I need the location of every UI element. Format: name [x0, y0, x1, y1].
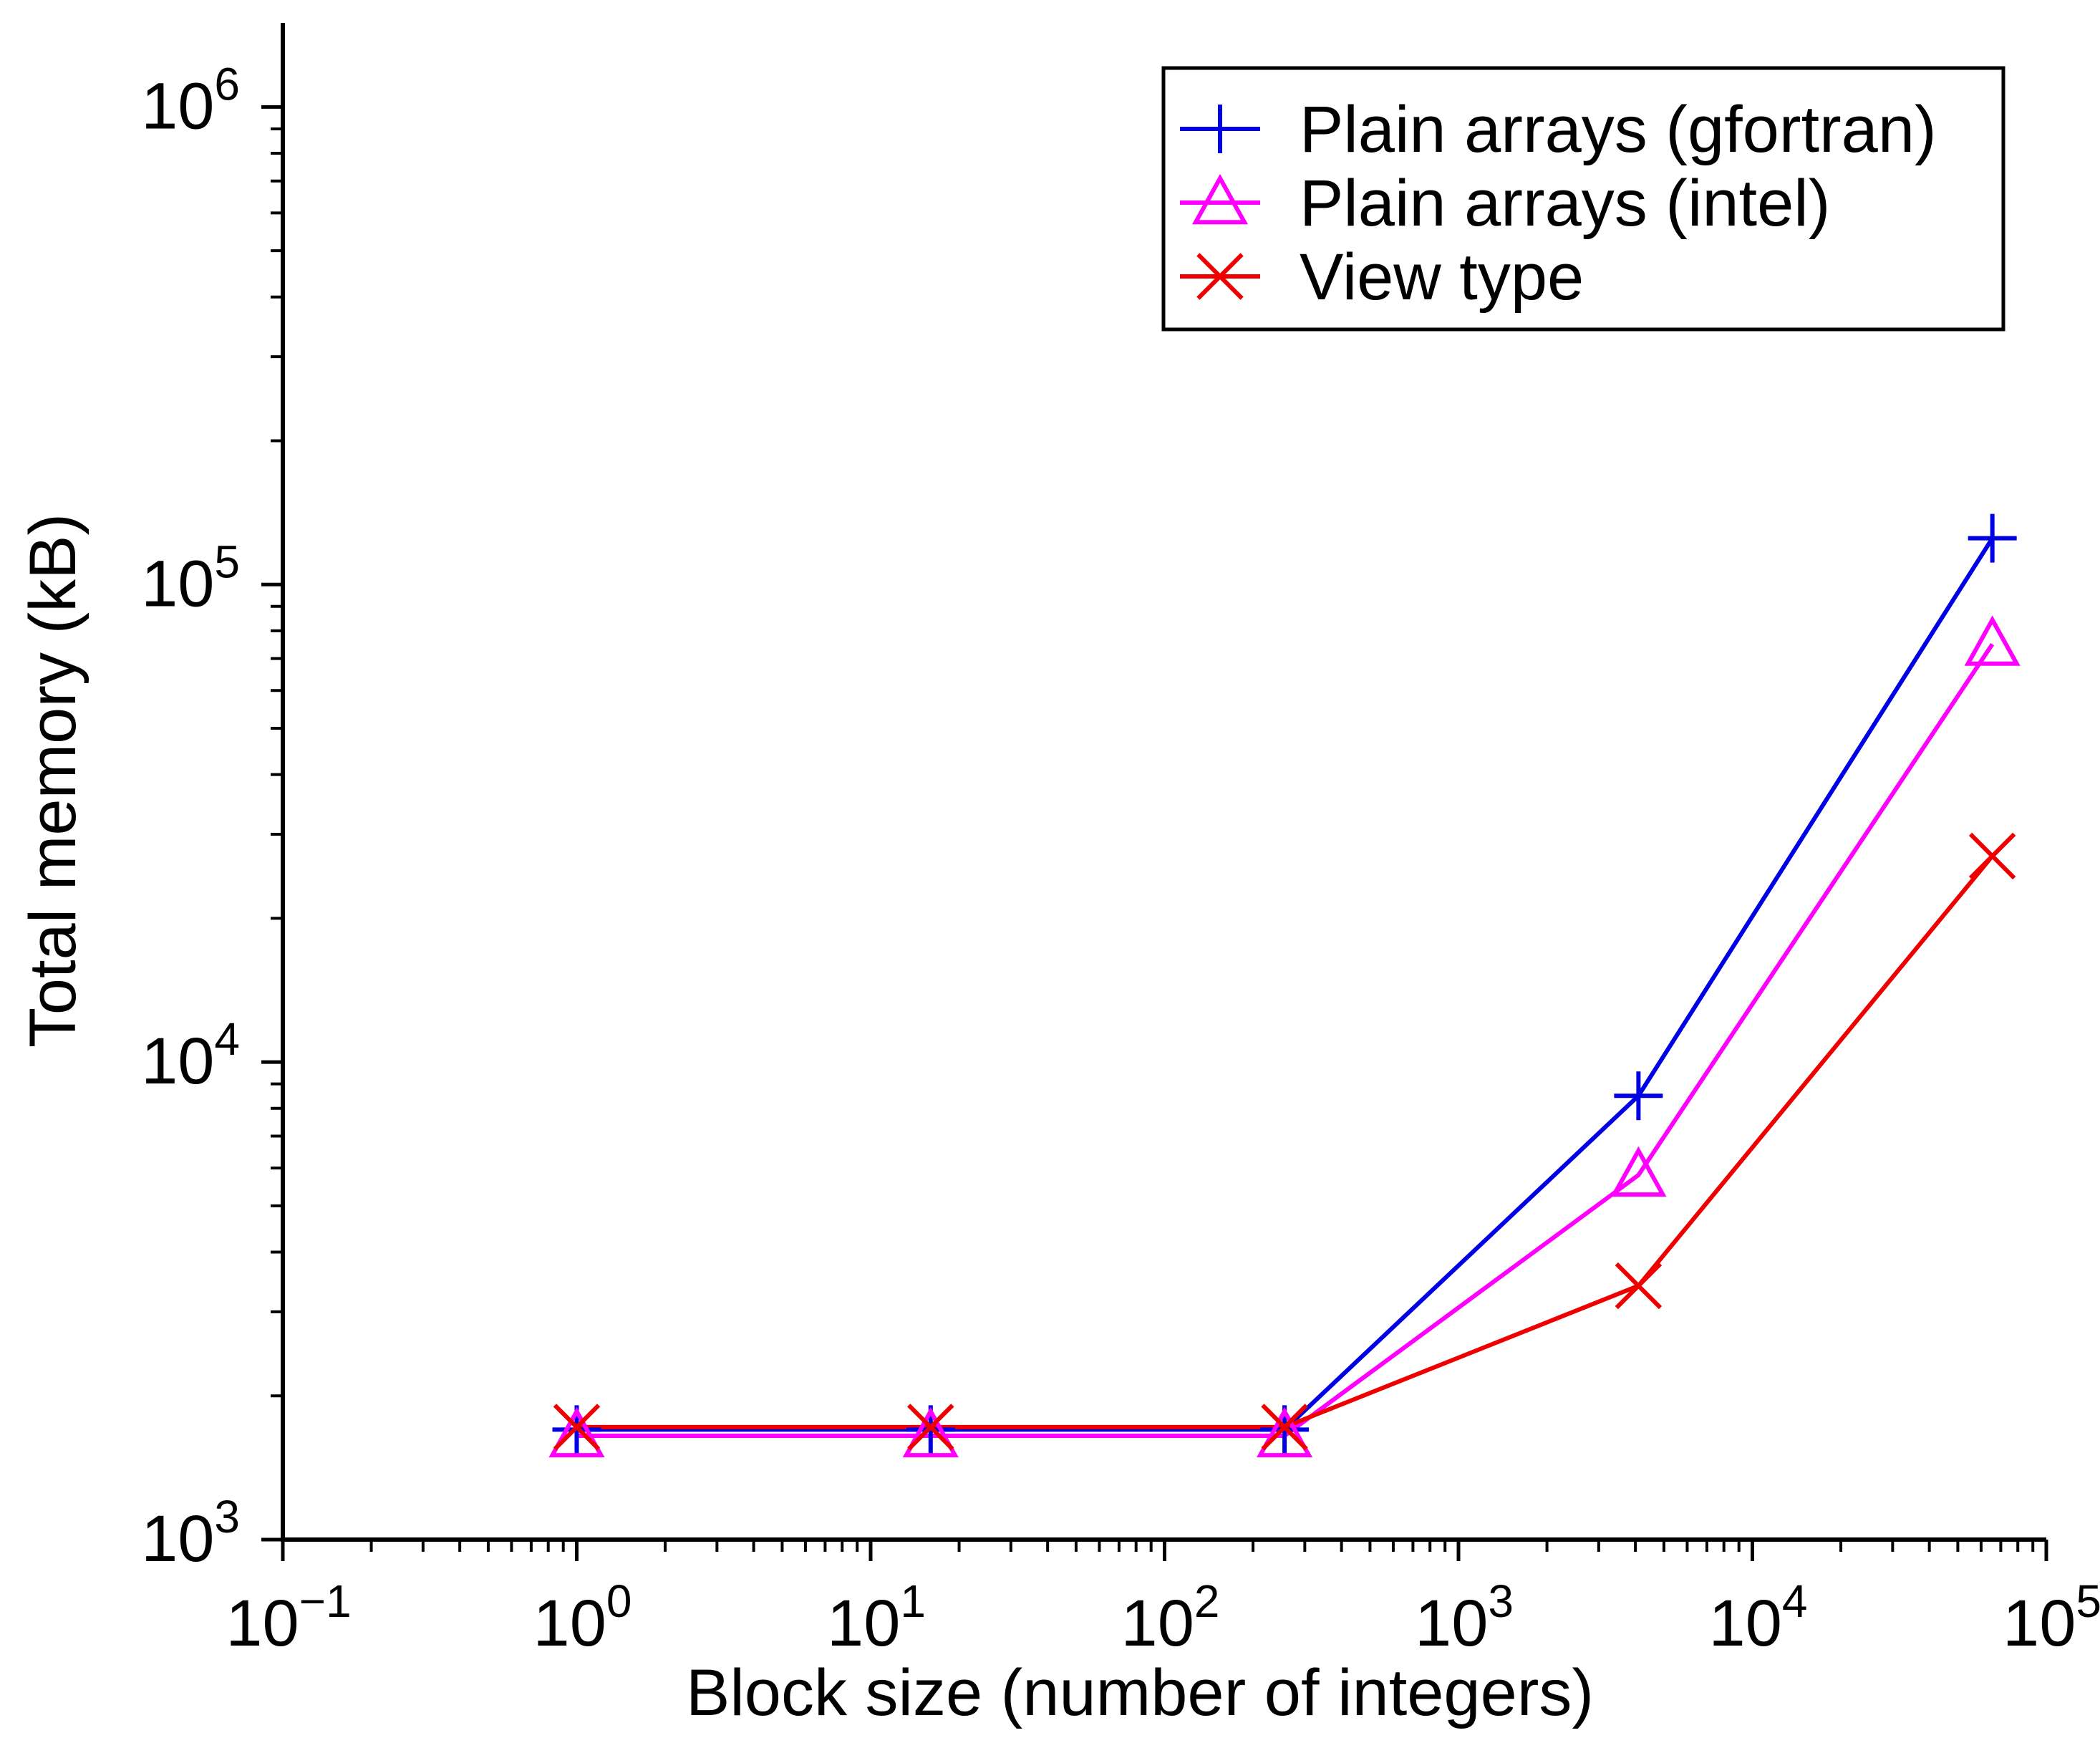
- legend: Plain arrays (gfortran)Plain arrays (int…: [1161, 66, 2005, 332]
- y-tick-label: 105: [141, 536, 240, 620]
- x-tick-label: 101: [827, 1575, 926, 1660]
- x-axis-title: Block size (number of integers): [686, 1656, 1594, 1729]
- major-ticks: [261, 105, 2048, 1561]
- series-line-1: [576, 642, 1995, 1438]
- data-point-1: [902, 1406, 959, 1458]
- data-point-1: [1256, 1406, 1313, 1458]
- series-lines: [576, 537, 1995, 1438]
- x-tick-label: 104: [1709, 1575, 1808, 1660]
- x-tick-label: 105: [2003, 1575, 2100, 1660]
- data-point-2: [553, 1404, 601, 1451]
- data-point-2: [907, 1404, 954, 1451]
- series-markers: [548, 513, 2021, 1458]
- data-point-1: [548, 1406, 605, 1458]
- legend-label: Plain arrays (intel): [1300, 167, 1830, 240]
- x-tick-label: 10−1: [226, 1575, 351, 1660]
- data-point-0: [1968, 513, 2017, 563]
- series-line-0: [576, 537, 1995, 1432]
- x-tick-label: 100: [533, 1575, 632, 1660]
- y-axis-title: Total memory (kB): [16, 513, 89, 1048]
- legend-marker: [1196, 105, 1244, 153]
- data-point-2: [1261, 1404, 1308, 1451]
- legend-label: Plain arrays (gfortran): [1300, 93, 1937, 166]
- y-tick-label: 103: [141, 1491, 240, 1575]
- data-point-2: [1968, 832, 2016, 880]
- tick-labels: 10−1 100 101 102 103 104 105 103 104 105 106: [141, 58, 2100, 1660]
- series-line-2: [576, 854, 1994, 1429]
- x-tick-label: 103: [1415, 1575, 1514, 1660]
- legend-box: [1161, 66, 2005, 332]
- legend-marker: [1191, 173, 1249, 225]
- minor-ticks: [271, 127, 2035, 1552]
- data-point-0: [1614, 1071, 1663, 1121]
- data-point-1: [1964, 615, 2021, 666]
- y-tick-label: 106: [141, 58, 240, 143]
- legend-label: View type: [1300, 241, 1584, 314]
- legend-entries: Plain arrays (gfortran)Plain arrays (int…: [1180, 93, 1937, 314]
- data-point-2: [1615, 1262, 1663, 1310]
- x-tick-label: 102: [1121, 1575, 1220, 1660]
- y-tick-label: 104: [141, 1013, 240, 1098]
- legend-marker: [1196, 253, 1244, 300]
- data-point-1: [1610, 1146, 1667, 1197]
